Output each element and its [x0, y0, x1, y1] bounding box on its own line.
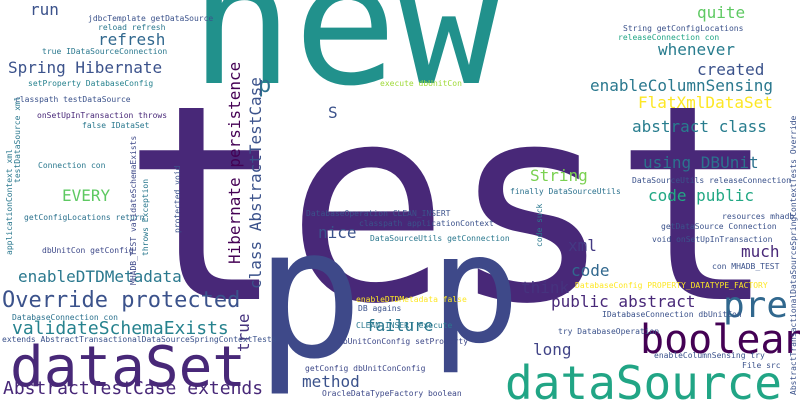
phrase-throws-exception: throws Exception: [141, 178, 150, 256]
phrase-idatabaseconnection-dbunitcon: IDatabaseConnection dbUnitCon: [602, 310, 742, 319]
word-abstract-class: abstract class: [632, 117, 767, 136]
phrase-classpath-testdatasource: classpath testDataSource: [15, 95, 131, 104]
word-flatxmldataset: FlatXmlDataSet: [638, 93, 773, 112]
word-every: EVERY: [62, 186, 111, 205]
word-s: S: [328, 103, 338, 122]
word-created: created: [697, 60, 765, 79]
phrase-code-suck: code suck: [535, 203, 544, 247]
word-run: run: [30, 0, 59, 19]
word-datasource: dataSource: [505, 356, 782, 400]
word-nice: nice: [318, 223, 357, 242]
word-refresh: refresh: [98, 30, 166, 49]
word-override-protected: Override protected: [2, 288, 241, 313]
phrase-dbunitconconfig-setproperty: dbUnitConConfig setProperty: [338, 337, 469, 346]
phrase-extends-abstracttransactional: extends AbstractTransactionalDataSourceS…: [2, 335, 277, 344]
phrase-true-idatasourceconnection: true IDataSourceConnection: [42, 47, 168, 56]
word-quite: quite: [697, 3, 746, 22]
word-long: long: [533, 340, 572, 359]
phrase-enabledtdmetadata-false: enableDTDMetadata false: [356, 295, 467, 304]
word-p-small: p: [258, 73, 272, 98]
phrase-applicationcontext-xml: applicationContext xml: [5, 149, 14, 255]
word-whenever: whenever: [658, 40, 736, 59]
phrase-try-databaseoperation: try DatabaseOperation: [558, 327, 660, 336]
word-p: p: [430, 203, 521, 377]
word-dataset: dataSet: [10, 335, 247, 400]
word-new: new: [190, 0, 501, 124]
word-failure: failure: [366, 316, 434, 335]
phrase-enablecolumnsensing-try: enableColumnSensing try: [654, 351, 765, 360]
phrase-connection-con: Connection con: [38, 161, 106, 170]
phrase-abstracttransactional-override: AbstractTransactionalDataSourceSpringCon…: [789, 115, 798, 395]
phrase-databaseconnection-con: DatabaseConnection con: [12, 313, 118, 322]
phrase-releaseconnection-con: releaseConnection con: [618, 33, 720, 42]
word-enabledtdmetadata: enableDTDMetadata: [18, 267, 182, 286]
word-code-public: code public: [648, 186, 754, 205]
phrase-file-src: File src: [742, 361, 781, 370]
phrase-getconfiglocations-return: getConfigLocations return: [24, 213, 145, 222]
phrase-reload-refresh: reload refresh: [98, 23, 166, 32]
phrase-resources-mhadb: resources mhadb: [722, 212, 795, 221]
phrase-getdatasource-connection: getDataSource Connection: [661, 222, 777, 231]
phrase-classpath-applicationcontext: classpath applicationContext: [359, 219, 494, 228]
word-string: String: [530, 166, 588, 185]
phrase-finally-datasourceutils: finally DataSourceUtils: [510, 187, 621, 196]
word-method: method: [302, 372, 360, 391]
word-enablecolumnsensing: enableColumnSensing: [590, 76, 774, 95]
phrase-con-mhadb-test: con MHADB_TEST: [712, 262, 780, 271]
word-boolean: boolean: [640, 317, 800, 363]
word-class-abstracttestcase: class AbstractTestCase: [246, 77, 265, 289]
word-think: think: [521, 278, 570, 297]
phrase-jdbctemplate-getdatasource: jdbcTemplate getDataSource: [88, 14, 214, 23]
phrase-mhadb-test-validateschemaexists: MHADB_TEST validateSchemaExists: [129, 135, 138, 285]
phrase-databaseoperation-clean-insert: DatabaseOperation CLEAN_INSERT: [306, 209, 451, 218]
phrase-datasourceutils-releaseconnection: DataSourceUtils releaseConnection: [632, 176, 791, 185]
word-spring-hibernate: Spring Hibernate: [8, 58, 163, 77]
phrase-false-idataset: false IDataSet: [82, 121, 150, 130]
word-test: test: [122, 48, 778, 364]
phrase-databaseconfig-property-datatype-factory: DatabaseConfig PROPERTY_DATATYPE_FACTORY: [575, 281, 768, 290]
word-pre: pre: [723, 285, 789, 326]
word-true: true: [234, 313, 253, 352]
phrase-string-getconfiglocations: String getConfigLocations: [623, 24, 744, 33]
phrase-dbunitcon-getconfig: dbUnitCon getConfig: [42, 246, 134, 255]
phrase-void-onsetupintransaction: void onSetUpInTransaction: [652, 235, 773, 244]
word-code: code: [571, 261, 610, 280]
word-validateschemaexists: validateSchemaExists: [12, 318, 229, 339]
word-using-dbunit: using DBUnit: [643, 153, 759, 172]
word-hibernate-persistence: Hibernate persistence: [225, 61, 244, 264]
phrase-protected-void: protected void: [173, 165, 182, 233]
phrase-db-agains: DB agains: [358, 304, 402, 313]
phrase-oracledatatypefactory-boolean: OracleDataTypeFactory boolean: [322, 389, 462, 398]
word-xml: xml: [568, 236, 597, 255]
word-public-abstract: public abstract: [551, 292, 696, 311]
word-much: much: [741, 242, 780, 261]
phrase-testdatasource-xml: testDataSource xml: [13, 96, 22, 183]
word-p: p: [255, 190, 364, 399]
word-abstracttestcase-extends: AbstractTestCase extends: [3, 378, 264, 399]
phrase-execute-dbunitcon: execute dbUnitCon: [380, 79, 462, 88]
phrase-onsetupintransaction-throws: onSetUpInTransaction throws: [37, 111, 168, 120]
phrase-datasourceutils-getconnection: DataSourceUtils getConnection: [370, 234, 510, 243]
phrase-clean-insert-execute: CLEAN_INSERT execute: [356, 321, 453, 330]
phrase-setproperty-databaseconfig: setProperty DatabaseConfig: [28, 79, 154, 88]
phrase-getconfig-dbunitconconfig: getConfig dbUnitConConfig: [305, 364, 426, 373]
